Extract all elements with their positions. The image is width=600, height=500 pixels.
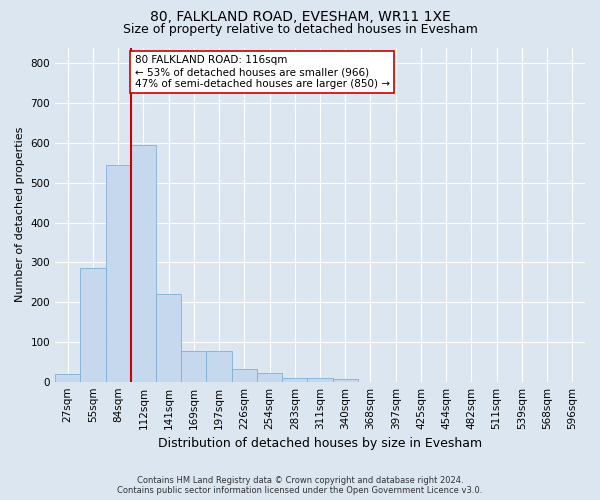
Y-axis label: Number of detached properties: Number of detached properties [15,127,25,302]
Bar [80,268,106,382]
Bar [156,294,181,382]
Text: Contains HM Land Registry data © Crown copyright and database right 2024.
Contai: Contains HM Land Registry data © Crown c… [118,476,482,495]
Bar [282,378,307,382]
Bar [181,350,206,382]
Bar [307,378,332,382]
Text: 80 FALKLAND ROAD: 116sqm
← 53% of detached houses are smaller (966)
47% of semi-: 80 FALKLAND ROAD: 116sqm ← 53% of detach… [134,56,389,88]
Text: Size of property relative to detached houses in Evesham: Size of property relative to detached ho… [122,22,478,36]
Text: 80, FALKLAND ROAD, EVESHAM, WR11 1XE: 80, FALKLAND ROAD, EVESHAM, WR11 1XE [149,10,451,24]
Bar [332,379,358,382]
X-axis label: Distribution of detached houses by size in Evesham: Distribution of detached houses by size … [158,437,482,450]
Bar [131,145,156,382]
Bar [257,373,282,382]
Bar [232,368,257,382]
Bar [106,165,131,382]
Bar [206,350,232,382]
Bar [55,374,80,382]
